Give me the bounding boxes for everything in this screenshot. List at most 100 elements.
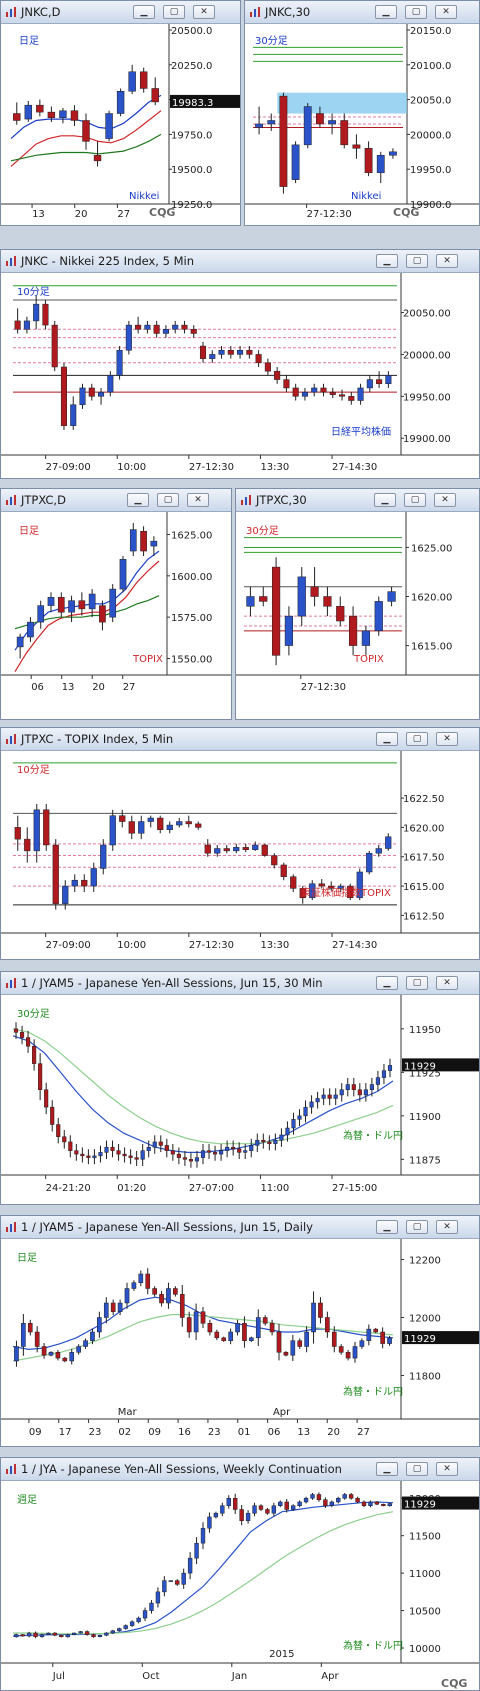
candle — [352, 1341, 358, 1363]
candle-body — [207, 1516, 212, 1529]
nikkei-5min-chart[interactable]: 20050.00 20000.00 19950.00 19900.00 27-09:00… — [1, 273, 480, 479]
minimize-button[interactable]: ▁ — [374, 493, 396, 507]
yen-weekly-chart[interactable]: 120001150011000105001000011929JulOctJanA… — [1, 1481, 480, 1691]
candle — [252, 1502, 257, 1517]
y-tick-label: 11925 — [409, 1068, 441, 1079]
yen-30min-chart[interactable]: 11950 11925 11900 11875 11929 24-21:20 01:20 27… — [1, 995, 480, 1205]
minimize-button[interactable]: ▁ — [127, 493, 149, 507]
maximize-button[interactable]: ▢ — [157, 493, 179, 507]
maximize-button[interactable]: ▢ — [406, 732, 428, 746]
candle — [204, 839, 211, 857]
moving-average-line — [10, 133, 162, 162]
minimize-button[interactable]: ▁ — [376, 732, 398, 746]
candle-body — [119, 559, 127, 590]
minimize-button[interactable]: ▁ — [376, 1462, 398, 1476]
topix-30min-chart[interactable]: 1625.00 1620.00 1615.00 27-12:30 30分足 TOPIX — [236, 512, 480, 720]
minimize-button[interactable]: ▁ — [376, 1220, 398, 1234]
candle — [243, 1143, 248, 1160]
close-button[interactable]: ✕ — [436, 976, 458, 990]
maximize-button[interactable]: ▢ — [163, 5, 185, 19]
close-button[interactable]: ✕ — [434, 493, 456, 507]
candle-body — [55, 1352, 61, 1359]
close-button[interactable]: ✕ — [436, 1462, 458, 1476]
window-titlebar[interactable]: 1 / JYA - Japanese Yen-All Sessions, Wee… — [1, 1458, 479, 1481]
watermark-label: Nikkei — [129, 191, 159, 202]
candle — [155, 1587, 161, 1608]
window-titlebar[interactable]: JTPXC - TOPIX Index, 5 Min ▁ ▢ ✕ — [1, 728, 479, 751]
window-titlebar[interactable]: JTPXC,D ▁ ▢ ✕ — [1, 489, 231, 512]
candle — [181, 320, 188, 334]
last-price-label: 19983.3 — [172, 98, 213, 109]
maximize-button[interactable]: ▢ — [405, 5, 427, 19]
candle-body — [181, 324, 188, 330]
candle — [231, 1140, 236, 1156]
window-titlebar[interactable]: JNKC,D ▁ ▢ ✕ — [1, 1, 240, 24]
maximize-button[interactable]: ▢ — [406, 1220, 428, 1234]
plot-area — [245, 24, 407, 204]
candle-body — [227, 349, 234, 355]
candle-body — [164, 1145, 169, 1151]
candle — [328, 881, 335, 891]
candle — [261, 843, 268, 857]
window-titlebar[interactable]: JNKC - Nikkei 225 Index, 5 Min ▁ ▢ ✕ — [1, 250, 479, 273]
maximize-button[interactable]: ▢ — [404, 493, 426, 507]
candle — [345, 1349, 351, 1361]
candle-body — [331, 1331, 337, 1347]
period-label: 日足 — [19, 35, 39, 47]
close-button[interactable]: ✕ — [193, 5, 215, 19]
minimize-button[interactable]: ▁ — [375, 5, 397, 19]
minimize-button[interactable]: ▁ — [376, 254, 398, 268]
topix-5min-chart[interactable]: 1622.50 1620.00 1617.50 1615.00 1612.50 27-09… — [1, 751, 480, 960]
nikkei-daily-chart[interactable]: 20500.020250.020000.019750.019500.019250… — [1, 24, 241, 226]
candle-body — [310, 1494, 315, 1499]
candle — [280, 862, 287, 881]
close-button[interactable]: ✕ — [187, 493, 209, 507]
candle — [200, 1307, 206, 1328]
maximize-button[interactable]: ▢ — [406, 1462, 428, 1476]
minimize-button[interactable]: ▁ — [376, 976, 398, 990]
candle-body — [311, 387, 318, 393]
window-titlebar[interactable]: 1 / JYAM5 - Japanese Yen-All Sessions, J… — [1, 972, 479, 995]
candle — [110, 1629, 116, 1634]
window-titlebar[interactable]: JTPXC,30 ▁ ▢ ✕ — [236, 489, 479, 512]
candle-body — [279, 95, 288, 187]
candle — [14, 815, 21, 851]
candle-body — [152, 1288, 157, 1295]
close-button[interactable]: ✕ — [436, 254, 458, 268]
candle — [100, 839, 107, 875]
window-titlebar[interactable]: 1 / JYAM5 - Japanese Yen-All Sessions, J… — [1, 1216, 479, 1239]
candle — [162, 1576, 167, 1597]
candle-body — [162, 329, 169, 334]
candle-body — [140, 530, 147, 552]
candle — [150, 536, 158, 557]
candle — [79, 383, 86, 409]
topix-daily-chart[interactable]: 1625.00 1600.00 1575.00 1550.00 06 13 20 27 日足 TO… — [1, 512, 232, 720]
yen-daily-chart[interactable]: 12200 12000 11800 11929 09 17 23 02 09 16 23 01 06 13… — [1, 1239, 480, 1447]
candle-body — [135, 324, 142, 330]
candle — [271, 557, 281, 666]
close-button[interactable]: ✕ — [436, 1220, 458, 1234]
year-label: 2015 — [269, 1649, 294, 1660]
candle-body — [166, 824, 173, 830]
minimize-button[interactable]: ▁ — [133, 5, 155, 19]
candle — [329, 387, 336, 399]
window-titlebar[interactable]: JNKC,30 ▁ ▢ ✕ — [245, 1, 479, 24]
candle-body — [68, 1141, 73, 1151]
candle — [318, 1297, 323, 1324]
candle — [99, 600, 106, 631]
y-tick-label: 1620.00 — [411, 593, 452, 604]
candle-body — [157, 817, 164, 830]
candle — [279, 1128, 284, 1147]
candle — [47, 106, 56, 122]
candle-body — [279, 1134, 284, 1141]
close-button[interactable]: ✕ — [436, 732, 458, 746]
nikkei-30min-chart[interactable]: 20150.0 20100.0 20050.0 20000.0 19950.0 19900… — [245, 24, 480, 226]
candle-body — [223, 848, 230, 852]
candle-body — [271, 566, 281, 656]
close-button[interactable]: ✕ — [435, 5, 457, 19]
maximize-button[interactable]: ▢ — [406, 254, 428, 268]
candle-body — [342, 1494, 347, 1499]
maximize-button[interactable]: ▢ — [406, 976, 428, 990]
y-tick-label: 20000.0 — [410, 130, 451, 141]
y-tick-label: 1575.00 — [171, 613, 212, 624]
